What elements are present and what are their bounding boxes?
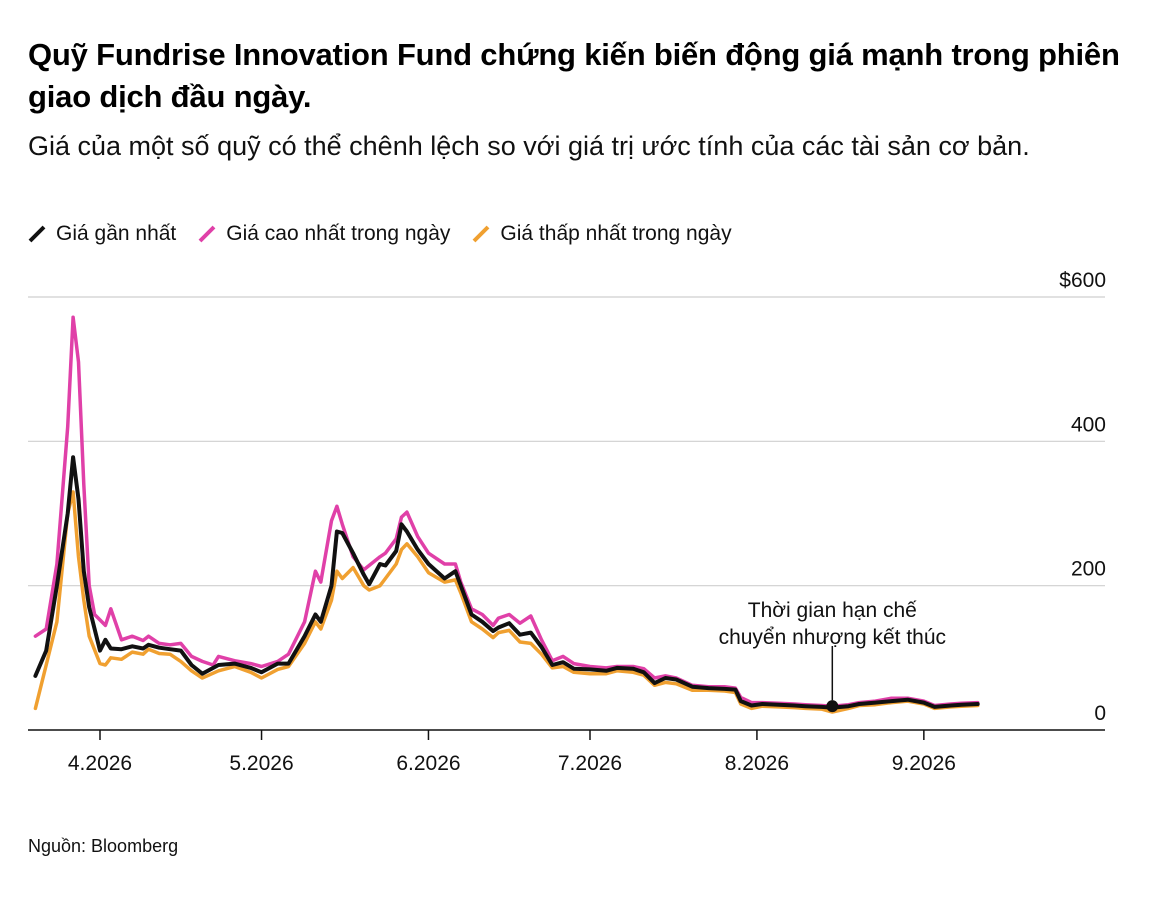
chart-subtitle: Giá của một số quỹ có thể chênh lệch so … [28, 131, 1030, 161]
x-tick-label: 4.2026 [68, 752, 132, 775]
legend-item-intraday-high: Giá cao nhất trong ngày [198, 222, 450, 246]
series-line-last-price [33, 455, 980, 710]
x-tick-label: 6.2026 [396, 752, 460, 775]
legend-label-last-price: Giá gần nhất [56, 222, 177, 245]
series-line-intraday-low [33, 490, 980, 714]
x-tick-label: 5.2026 [229, 752, 293, 775]
annotation-marker [826, 700, 839, 713]
annotation-text: Thời gian hạn chế [748, 599, 917, 622]
y-tick-label: 0 [1094, 702, 1106, 725]
legend-item-intraday-low: Giá thấp nhất trong ngày [472, 222, 732, 246]
legend-item-last-price: Giá gần nhất [28, 222, 176, 246]
legend: Giá gần nhất Giá cao nhất trong ngày Giá… [28, 214, 732, 254]
legend-label-intraday-low: Giá thấp nhất trong ngày [500, 222, 732, 245]
y-tick-label: $600 [1059, 269, 1106, 292]
legend-swatch-last-price [28, 225, 46, 243]
source-note: Nguồn: Bloomberg [28, 836, 179, 856]
x-tick-label: 9.2026 [892, 752, 956, 775]
legend-swatch-intraday-high [198, 225, 216, 243]
grid: 0 200 400 $600 [28, 269, 1106, 725]
chart-title: Quỹ Fundrise Innovation Fund chứng kiến … [28, 37, 1120, 114]
legend-swatch-intraday-low [473, 225, 490, 243]
x-tick-label: 8.2026 [725, 752, 789, 775]
y-tick-label: 400 [1071, 413, 1106, 436]
x-axis: 4.2026 5.2026 6.2026 7.2026 8.2026 9.2026 [28, 729, 1105, 775]
legend-label-intraday-high: Giá cao nhất trong ngày [226, 222, 451, 245]
annotation-text: chuyển nhượng kết thúc [719, 626, 946, 649]
annotation: Thời gian hạn chế chuyển nhượng kết thúc [719, 599, 946, 713]
series-lines [33, 315, 980, 714]
x-tick-label: 7.2026 [558, 752, 622, 775]
y-tick-label: 200 [1071, 558, 1106, 581]
